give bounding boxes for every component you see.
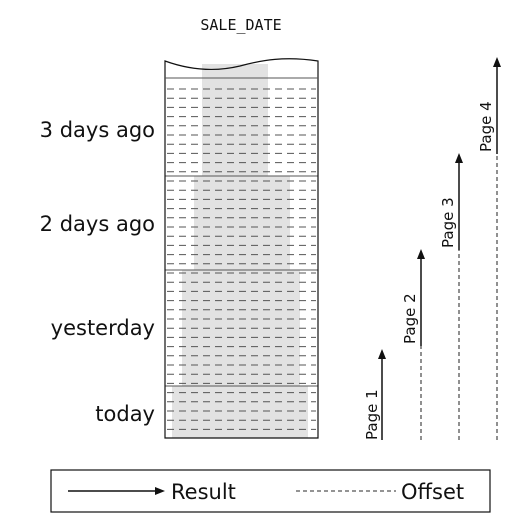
row-label-today: today [95, 402, 155, 426]
sale-date-table [164, 58, 319, 439]
row-label-3-days-ago: 3 days ago [40, 118, 155, 142]
column-title: SALE_DATE [200, 16, 281, 34]
row-label-2-days-ago: 2 days ago [40, 212, 155, 236]
page-3-fetch: Page 3 [439, 153, 463, 440]
page-4-label: Page 4 [477, 101, 495, 152]
legend-offset-label: Offset [401, 480, 464, 504]
table-border [164, 58, 319, 439]
legend: Result Offset [50, 469, 491, 513]
page-1-highlight [172, 386, 308, 438]
page-4-highlight [202, 64, 268, 176]
legend-result-label: Result [171, 480, 236, 504]
row-label-yesterday: yesterday [51, 316, 155, 340]
page-4-fetch: Page 4 [477, 57, 501, 440]
page-1-label: Page 1 [363, 389, 381, 440]
page-1-fetch: Page 1 [363, 349, 386, 440]
page-highlight-regions [172, 64, 308, 438]
page-2-label: Page 2 [401, 293, 419, 344]
group-separators [165, 175, 318, 387]
row-dash-lines [167, 88, 316, 430]
page-2-fetch: Page 2 [401, 249, 425, 440]
page-3-label: Page 3 [439, 197, 457, 248]
